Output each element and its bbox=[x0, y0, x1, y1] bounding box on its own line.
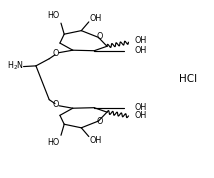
Text: HO: HO bbox=[47, 138, 59, 147]
Text: OH: OH bbox=[135, 36, 147, 45]
Text: H$_2$N: H$_2$N bbox=[7, 60, 24, 72]
Text: O: O bbox=[52, 100, 59, 109]
Text: OH: OH bbox=[135, 111, 147, 120]
Text: OH: OH bbox=[135, 103, 147, 112]
Text: O: O bbox=[52, 49, 59, 58]
Text: HCl: HCl bbox=[179, 74, 197, 84]
Text: O: O bbox=[97, 117, 103, 126]
Text: O: O bbox=[97, 32, 103, 41]
Text: HO: HO bbox=[47, 11, 59, 20]
Text: OH: OH bbox=[135, 46, 147, 55]
Text: OH: OH bbox=[89, 136, 102, 145]
Text: OH: OH bbox=[89, 14, 102, 23]
